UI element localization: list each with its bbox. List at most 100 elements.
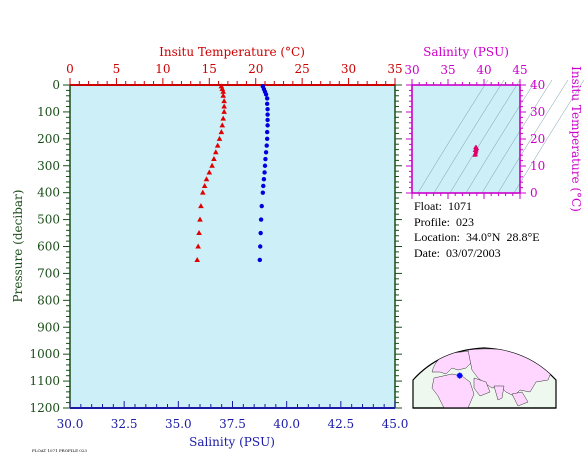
y-tick-label: 800 [37,293,60,307]
y-tick-label: 1200 [29,401,60,415]
temperature-point [216,135,223,141]
ts-x-tick-label: 35 [440,63,455,77]
ts-y-tick-label: 40 [530,78,545,92]
bottom-tick-label: 30.0 [57,417,84,431]
y-tick-label: 400 [37,186,60,200]
bottom-axis-title: Salinity (PSU) [189,435,275,449]
temperature-point [214,142,221,148]
density-contour [433,79,505,194]
map-land-india [493,385,505,401]
top-tick-label: 35 [387,62,402,76]
temperature-point [197,216,203,222]
salinity-point [258,244,263,249]
ts-x-tick-label: 30 [404,63,419,77]
temperature-point [199,189,206,195]
ts-plot-area [412,85,520,193]
temperature-point [195,243,201,249]
y-tick-label: 200 [37,132,60,146]
profile-number: Profile: 023 [414,214,474,229]
map-land-arabia [473,377,491,397]
density-contour [417,79,489,194]
y-axis-title: Pressure (decibar) [11,190,25,303]
ts-x-tick-label: 40 [476,63,491,77]
float-id: Float: 1071 [414,199,473,213]
ts-y-tick-label: 0 [530,186,538,200]
ts-point [473,152,479,157]
salinity-point [264,96,270,101]
salinity-point [264,143,269,148]
salinity-point [263,92,269,97]
profile-points [194,83,270,263]
density-contour [449,79,521,194]
ts-point [472,147,478,152]
temperature-point [211,156,217,162]
y-tick-label: 600 [37,240,60,254]
bottom-tick-label: 40.0 [273,417,300,431]
temperature-point [220,92,227,98]
temperature-point [203,176,210,182]
temperature-point [194,256,201,262]
float-info-block: Float: 1071 Profile: 023 Location: 34.0°… [414,199,540,261]
ts-x-axis-title: Salinity (PSU) [423,45,509,59]
footer-caption: FLOAT 1071 PROFILE 023 [32,449,87,453]
top-tick-label: 30 [341,62,356,76]
ts-y-tick-label: 10 [530,159,545,173]
top-tick-label: 15 [202,62,217,76]
ts-y-axis-title: Insitu Temperature (°C) [569,66,583,212]
salinity-point [261,177,267,182]
top-tick-label: 20 [248,62,263,76]
bottom-tick-label: 32.5 [111,417,138,431]
temperature-point [209,162,215,168]
salinity-point [258,217,264,222]
temperature-point [198,203,204,209]
salinity-point [262,163,268,168]
ts-density-contours [417,79,585,194]
salinity-point [257,257,262,263]
top-tick-label: 25 [295,62,310,76]
temperature-point [196,230,202,236]
temperature-point [219,122,226,128]
top-tick-label: 5 [113,62,121,76]
density-contour [497,79,569,194]
bottom-tick-label: 42.5 [327,417,354,431]
density-contour [481,79,553,194]
bottom-tick-label: 37.5 [219,417,246,431]
profile-plot-area [70,85,395,408]
y-tick-label: 700 [37,266,60,280]
y-tick-label: 100 [37,105,60,119]
salinity-point [258,230,263,236]
top-tick-label: 10 [155,62,170,76]
float-location-marker [456,372,463,379]
temperature-point [206,169,213,175]
salinity-point [265,117,270,123]
salinity-point [263,150,269,155]
temperature-point [212,149,219,155]
ts-point [473,145,478,150]
salinity-point [264,129,270,135]
salinity-point [263,156,268,162]
y-tick-label: 1100 [29,374,60,388]
salinity-point [265,107,270,112]
y-tick-label: 900 [37,320,60,334]
temperature-point [218,129,225,135]
float-location: Location: 34.0°N 28.8°E [414,230,540,244]
profile-date: Date: 03/07/2003 [414,245,501,260]
ts-x-tick-label: 45 [512,63,527,77]
temperature-point [221,98,227,104]
bottom-tick-label: 35.0 [165,417,192,431]
salinity-point [265,112,270,117]
temperature-point [220,88,227,94]
temperature-point [221,108,227,114]
map-land-southeast-asia [511,391,529,407]
top-axis-title: Insitu Temperature (°C) [159,45,305,59]
bottom-tick-label: 45.0 [382,417,409,431]
salinity-point [264,101,270,107]
ts-y-tick-label: 20 [530,132,545,146]
y-tick-label: 500 [37,213,60,227]
salinity-point [264,136,270,142]
ts-y-tick-label: 30 [530,105,545,119]
density-contour [465,79,537,194]
ts-points [472,144,480,157]
